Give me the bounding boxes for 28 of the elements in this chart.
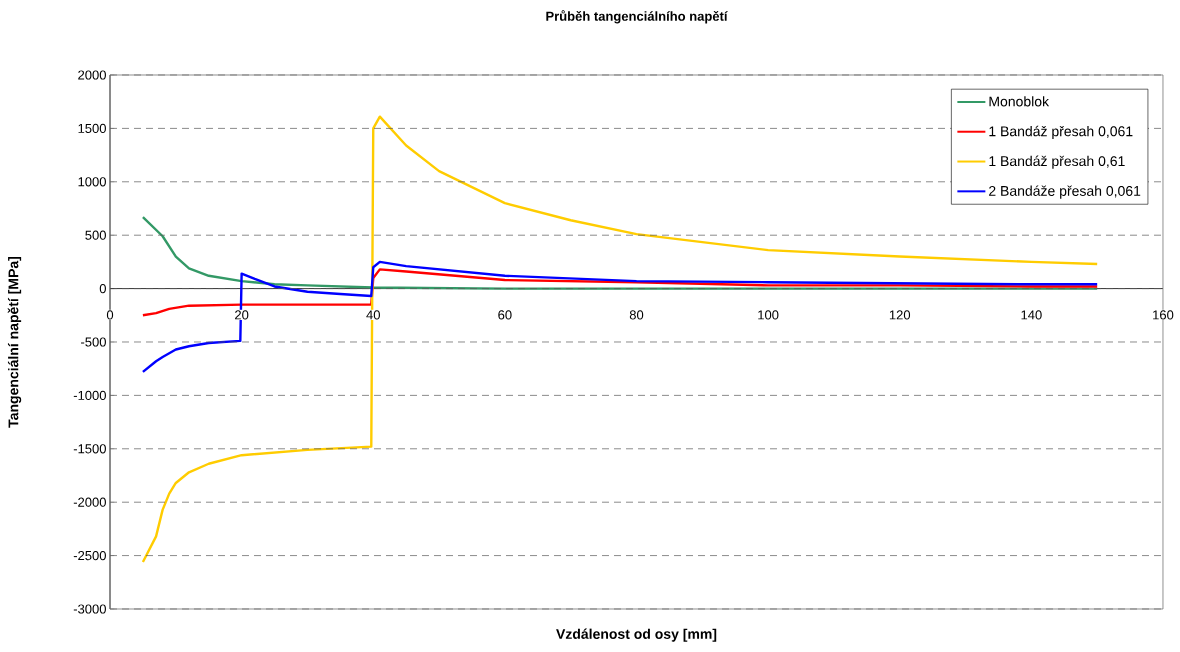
y-tick-label: -3000: [73, 604, 106, 614]
x-tick-label: 20: [235, 310, 249, 320]
legend-label: 2 Bandáže přesah 0,061: [989, 185, 1141, 199]
y-tick-label: 500: [85, 230, 106, 240]
x-tick-label: 0: [106, 310, 114, 320]
y-tick-label: 1500: [78, 123, 106, 133]
y-tick-label: -1500: [73, 444, 106, 454]
y-axis-title: Tangenciální napětí [MPa]: [7, 256, 22, 428]
x-tick-label: 60: [498, 310, 512, 320]
x-tick-label: 160: [1153, 310, 1174, 320]
x-tick-label: 100: [758, 310, 779, 320]
y-tick-label: -500: [81, 337, 106, 347]
x-tick-label: 140: [1021, 310, 1042, 320]
x-tick-label: 40: [366, 310, 380, 320]
x-tick-label: 120: [889, 310, 911, 320]
y-tick-label: -2000: [73, 497, 106, 507]
x-tick-label: 80: [629, 310, 644, 320]
x-axis-title: Vzdálenost od osy [mm]: [556, 628, 717, 642]
y-tick-label: 0: [99, 283, 106, 294]
legend-label: Monoblok: [989, 96, 1050, 107]
legend-label: 1 Bandáž přesah 0,061: [989, 125, 1133, 140]
y-tick-label: -2500: [73, 550, 106, 561]
y-tick-label: -1000: [73, 390, 106, 400]
y-tick-label: 1000: [78, 177, 106, 187]
chart-title: Průběh tangenciálního napětí: [546, 10, 728, 24]
legend-label: 1 Bandáž přesah 0,61: [989, 155, 1125, 169]
line-series: [141, 260, 1099, 374]
y-tick-label: 2000: [78, 70, 106, 80]
